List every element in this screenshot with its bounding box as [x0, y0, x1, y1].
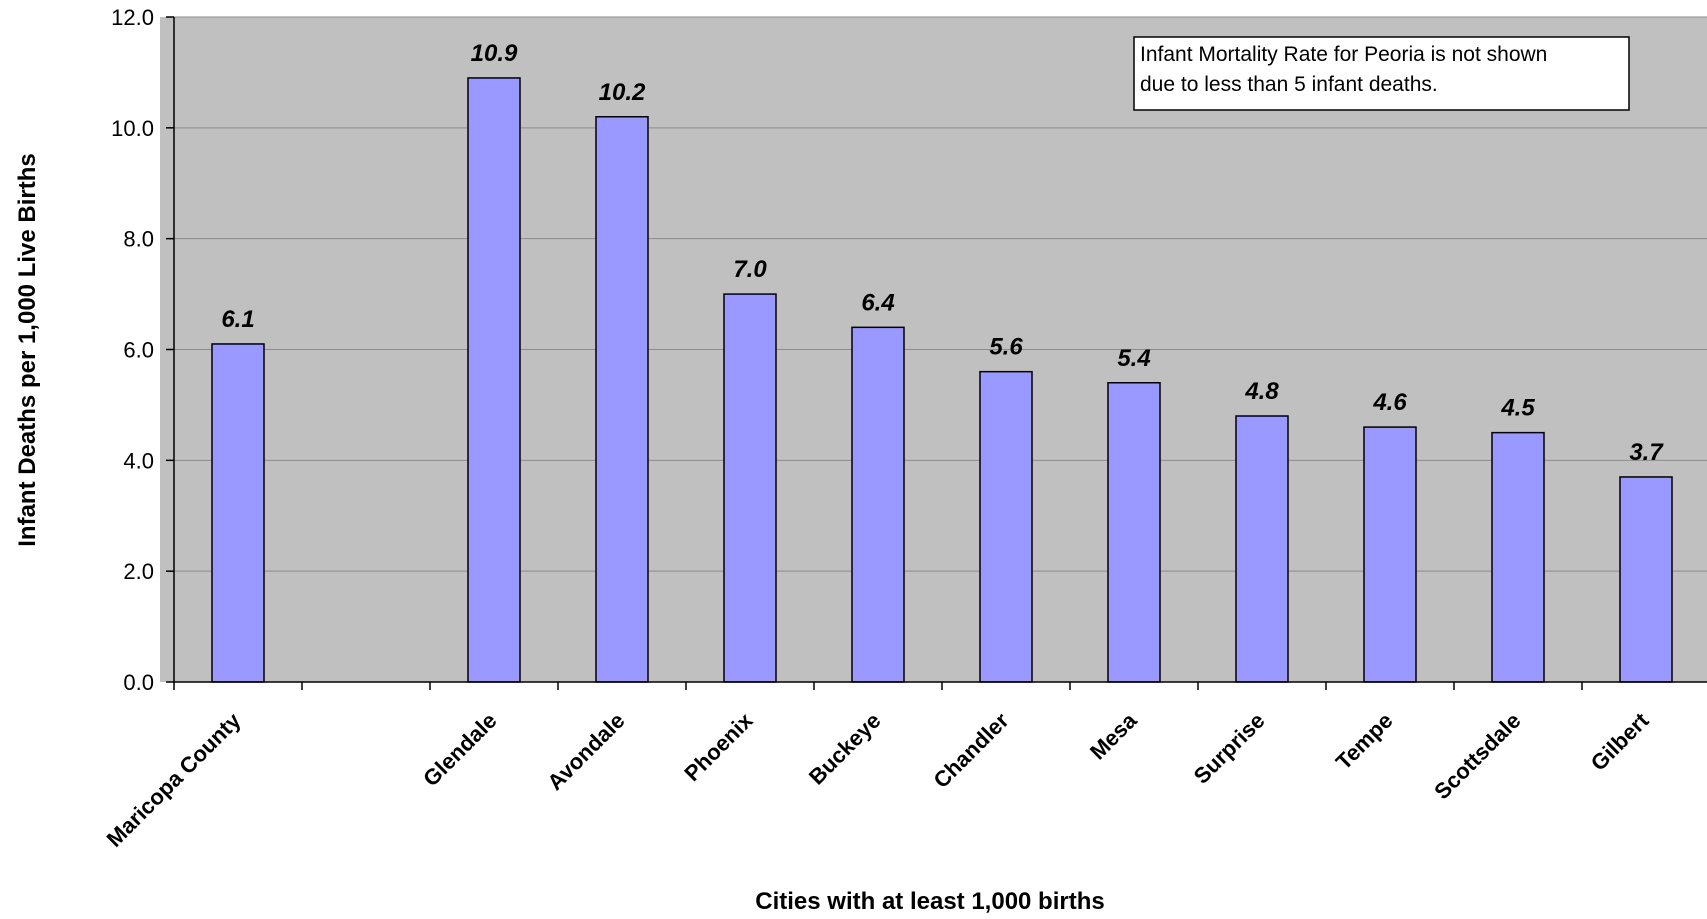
y-tick-label: 8.0 [123, 227, 154, 252]
data-label: 5.6 [989, 334, 1023, 361]
annotation-line-1: Infant Mortality Rate for Peoria is not … [1140, 43, 1547, 66]
x-tick-label: Avondale [542, 708, 629, 795]
bar [1491, 431, 1545, 683]
x-tick-label: Scottsdale [1429, 708, 1525, 804]
x-tick-label: Glendale [418, 708, 501, 791]
data-labels: 6.1 10.9 10.2 7.0 6.4 5.6 5.4 4.8 4.6 4.5 3.7 [221, 40, 1664, 466]
bar [211, 343, 265, 683]
x-tick-label: Maricopa County [102, 707, 246, 851]
data-label: 4.5 [1500, 395, 1535, 422]
data-label: 10.9 [471, 40, 518, 67]
x-tick-label: Gilbert [1586, 707, 1654, 775]
gridlines [174, 16, 1707, 572]
y-tick-label: 0.0 [123, 670, 154, 695]
annotation-line-2: due to less than 5 infant deaths. [1140, 73, 1438, 96]
data-label: 4.8 [1244, 378, 1279, 405]
bar [723, 293, 777, 683]
bar [1107, 382, 1161, 683]
bar [467, 77, 521, 683]
x-tick-label: Surprise [1189, 708, 1270, 789]
data-label: 6.1 [221, 306, 254, 333]
data-label: 3.7 [1629, 439, 1664, 466]
x-tick-label: Chandler [928, 708, 1013, 793]
bar [595, 116, 649, 683]
x-axis-ticks: Maricopa County Glendale Avondale Phoenix Bu… [102, 682, 1654, 852]
x-axis-title: Cities with at least 1,000 births [755, 888, 1104, 915]
x-tick-label: Tempe [1331, 708, 1398, 775]
data-label: 7.0 [733, 256, 767, 283]
y-axis-title: Infant Deaths per 1,000 Live Births [14, 153, 41, 546]
bar [1363, 426, 1417, 683]
bar [1235, 415, 1289, 683]
x-tick-label: Buckeye [804, 708, 886, 790]
bar [1619, 476, 1673, 683]
y-tick-label: 2.0 [123, 559, 154, 584]
bars [211, 77, 1673, 683]
data-label: 5.4 [1117, 345, 1150, 372]
bar [851, 326, 905, 683]
y-tick-label: 12.0 [111, 5, 154, 30]
data-label: 6.4 [861, 289, 894, 316]
bar [979, 370, 1033, 683]
x-tick-label: Phoenix [679, 707, 758, 786]
annotation-box [1133, 36, 1630, 111]
y-axis-ticks: 0.0 2.0 4.0 6.0 8.0 10.0 12.0 [111, 5, 174, 695]
y-tick-label: 10.0 [111, 116, 154, 141]
y-tick-label: 4.0 [123, 448, 154, 473]
data-label: 10.2 [599, 79, 646, 106]
data-label: 4.6 [1372, 389, 1407, 416]
x-tick-label: Mesa [1085, 707, 1142, 764]
y-tick-label: 6.0 [123, 338, 154, 363]
